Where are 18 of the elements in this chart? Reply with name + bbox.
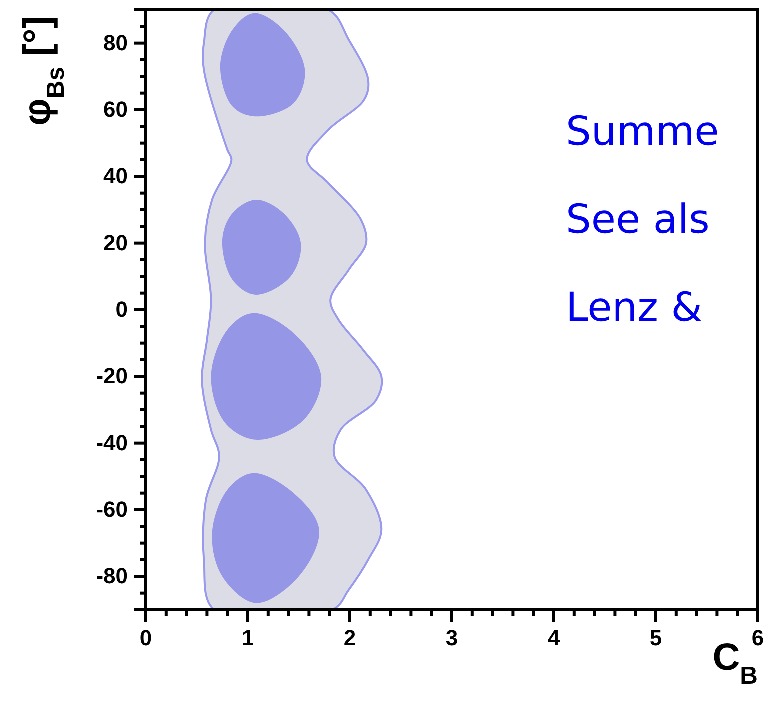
x-tick-label: 2 [344,626,356,651]
x-tick-label: 3 [446,626,458,651]
annotation: Lenz & [566,285,702,331]
y-tick-label: -40 [96,430,128,456]
y-tick-label: 0 [116,297,128,322]
y-tick-label: 20 [104,230,128,256]
y-tick-label: -80 [96,564,128,589]
x-tick-label: 1 [242,626,254,651]
x-tick-label: 5 [650,626,662,651]
y-tick-label: -20 [96,364,128,389]
x-tick-label: 4 [548,626,561,651]
y-tick-label: 40 [104,164,128,189]
annotation: Summe [566,109,720,155]
x-tick-label: 0 [140,626,152,651]
y-tick-label: 80 [104,30,128,56]
y-tick-label: -60 [96,497,128,522]
y-tick-label: 60 [104,97,128,122]
annotation: See als [566,197,710,243]
